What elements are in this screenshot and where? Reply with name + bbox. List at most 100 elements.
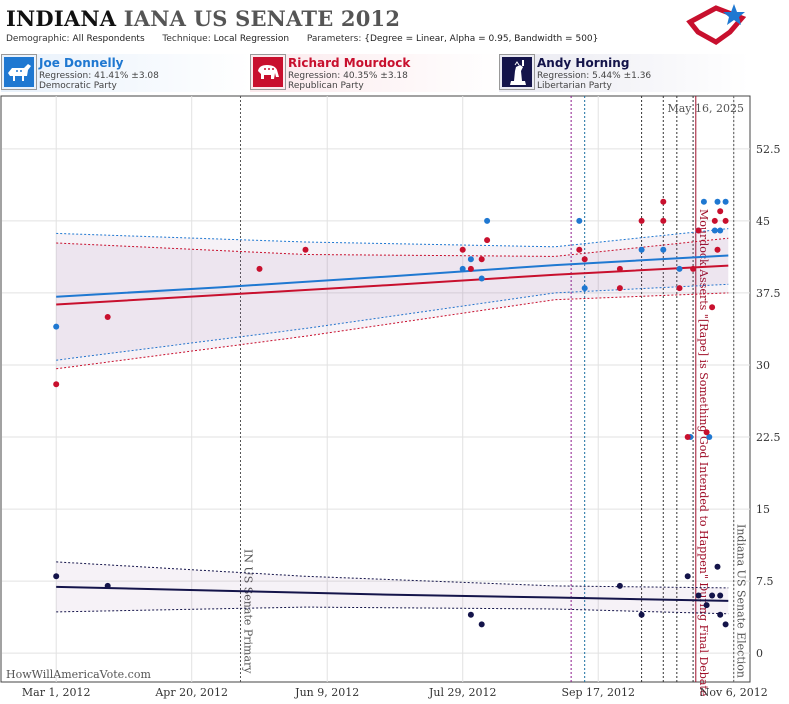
- candidate-regression: Regression: 5.44% ±1.36: [537, 71, 652, 81]
- title-race: IANA US SENATE 2012: [123, 6, 401, 31]
- technique-value: Local Regression: [213, 34, 290, 44]
- data-point: [714, 563, 721, 570]
- data-point: [700, 198, 707, 205]
- data-point: [576, 246, 583, 253]
- candidate-party: Democratic Party: [39, 81, 117, 91]
- data-point: [717, 208, 724, 215]
- elephant-icon: [253, 57, 283, 87]
- confidence-band: [56, 228, 729, 361]
- axes: 0 7.5 15 22.5 30 37.5 45 52.5 Mar 1, 2012 Apr 20,…: [22, 143, 781, 699]
- grid: [2, 96, 750, 682]
- data-point: [695, 592, 702, 599]
- x-tick-label: Nov 6, 2012: [700, 686, 768, 699]
- data-point: [104, 582, 111, 589]
- data-point: [660, 246, 667, 253]
- poll-points: [53, 198, 729, 628]
- data-point: [459, 246, 466, 253]
- candidate-party: Libertarian Party: [537, 81, 612, 91]
- data-point: [478, 256, 485, 263]
- data-point: [709, 304, 716, 311]
- data-point: [53, 573, 60, 580]
- candidate-name: Richard Mourdock: [288, 56, 411, 70]
- data-point: [717, 592, 724, 599]
- candidate-regression: Regression: 41.41% ±3.08: [39, 71, 159, 81]
- data-point: [53, 381, 60, 388]
- band-upper-line: [56, 561, 729, 589]
- data-point: [638, 217, 645, 224]
- data-point: [709, 592, 716, 599]
- confidence-band: [56, 238, 729, 369]
- event-lines: IN US Senate Primary Mourdock Asserts "[R…: [239, 96, 748, 696]
- data-point: [459, 265, 466, 272]
- y-tick-label: 45: [756, 215, 770, 228]
- chart-header: INDIANA IANA US SENATE 2012 Demographic:…: [0, 0, 789, 52]
- candidate-regression: Regression: 40.35% ±3.18: [288, 71, 408, 81]
- candidate-card-horning: Andy Horning Regression: 5.44% ±1.36 Lib…: [499, 54, 749, 92]
- data-point: [467, 611, 474, 618]
- band-lower-line: [56, 292, 729, 370]
- data-point: [638, 611, 645, 618]
- data-point: [478, 621, 485, 628]
- data-point: [711, 227, 718, 234]
- data-point: [695, 227, 702, 234]
- data-point: [467, 256, 474, 263]
- plot-frame: [0, 95, 751, 683]
- data-point: [690, 265, 697, 272]
- x-tick-label: Sep 17, 2012: [561, 686, 635, 699]
- data-point: [256, 265, 263, 272]
- page-title: INDIANA IANA US SENATE 2012: [6, 6, 400, 31]
- event-label: Indiana US Senate Election: [735, 524, 748, 678]
- x-tick-label: Apr 20, 2012: [154, 686, 228, 699]
- data-point: [660, 217, 667, 224]
- data-point: [684, 434, 691, 440]
- data-point: [302, 246, 309, 253]
- trend-lines: [56, 254, 729, 602]
- candidate-icon-box: [499, 54, 535, 90]
- demographic-value: All Respondents: [72, 34, 145, 44]
- candidate-icon-box: [1, 54, 37, 90]
- y-tick-label: 30: [756, 359, 770, 372]
- data-point: [703, 602, 710, 609]
- site-logo-icon: [686, 4, 746, 45]
- data-point: [676, 285, 683, 292]
- data-point: [467, 265, 474, 272]
- trend-line: [56, 585, 729, 602]
- data-point: [660, 198, 667, 205]
- data-point: [722, 217, 729, 224]
- y-tick-label: 37.5: [756, 287, 781, 300]
- data-point: [706, 434, 713, 440]
- site-credit: HowWillAmericaVote.com: [6, 668, 151, 681]
- data-point: [717, 611, 724, 618]
- y-tick-label: 22.5: [756, 431, 781, 444]
- y-tick-label: 7.5: [756, 575, 774, 588]
- data-point: [714, 198, 721, 205]
- x-tick-label: Jun 9, 2012: [294, 686, 359, 699]
- candidate-icon-box: [250, 54, 286, 90]
- band-upper-line: [56, 228, 729, 248]
- candidate-card-mourdock: Richard Mourdock Regression: 40.35% ±3.1…: [250, 54, 500, 92]
- y-tick-label: 52.5: [756, 143, 781, 156]
- data-point: [722, 621, 729, 628]
- data-point: [717, 227, 724, 234]
- data-point: [484, 217, 491, 224]
- parameters-value: {Degree = Linear, Alpha = 0.95, Bandwidt…: [364, 34, 599, 44]
- x-tick-label: Mar 1, 2012: [22, 686, 91, 699]
- trend-line: [56, 254, 729, 298]
- poll-chart: IN US Senate Primary Mourdock Asserts "[R…: [0, 95, 781, 699]
- parameters-label: Parameters:: [306, 34, 362, 44]
- candidate-party: Republican Party: [288, 81, 364, 91]
- band-lower-line: [56, 283, 729, 361]
- data-point: [638, 246, 645, 253]
- candidate-name: Joe Donnelly: [39, 56, 124, 70]
- event-label: Mourdock Asserts "[Rape] is Something Go…: [697, 209, 710, 696]
- data-point: [576, 217, 583, 224]
- data-point: [478, 275, 485, 282]
- data-point: [53, 323, 60, 330]
- data-point: [581, 285, 588, 292]
- data-point: [722, 198, 729, 205]
- data-point: [104, 314, 111, 320]
- donkey-icon: [4, 57, 34, 87]
- data-point: [676, 265, 683, 272]
- y-tick-label: 15: [756, 503, 770, 516]
- candidate-card-donnelly: Joe Donnelly Regression: 41.41% ±3.08 De…: [1, 54, 251, 92]
